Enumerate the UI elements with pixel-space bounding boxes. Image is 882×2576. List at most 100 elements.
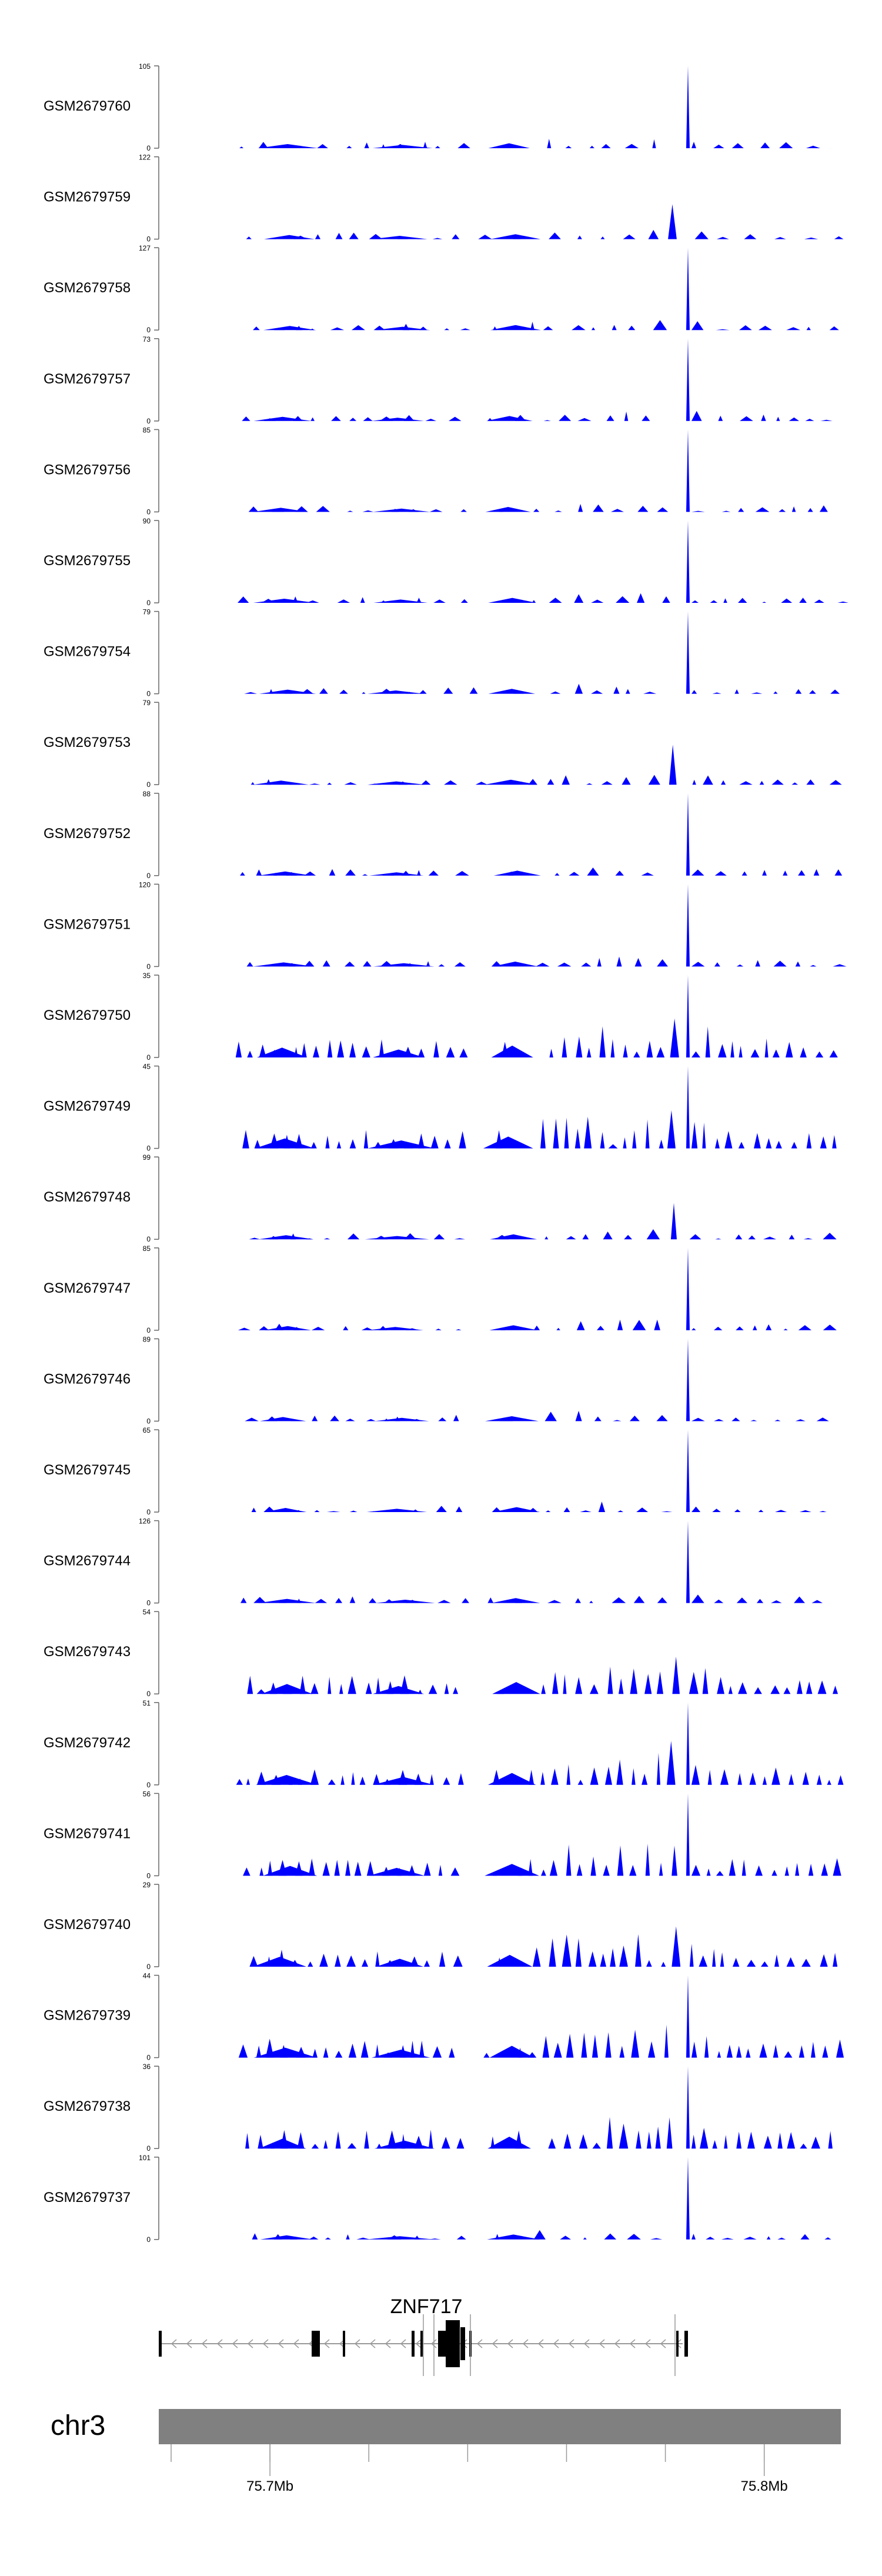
coverage-hump xyxy=(259,871,312,876)
exon xyxy=(343,2331,345,2357)
track-label: GSM2679757 xyxy=(44,371,131,387)
track-GSM2679740: 29 0 GSM2679740 xyxy=(44,1881,840,1971)
y-max-label: 35 xyxy=(143,972,151,980)
strand-arrow-icon xyxy=(553,2339,559,2348)
strand-arrow-icon xyxy=(522,2339,529,2348)
coverage-hump xyxy=(371,418,425,421)
coverage-hump xyxy=(369,872,424,876)
track-GSM2679746: 89 0 GSM2679746 xyxy=(44,1335,835,1425)
track-label: GSM2679753 xyxy=(44,735,131,750)
coverage-hump xyxy=(367,781,425,785)
coverage-hump xyxy=(487,2234,540,2240)
strand-arrow-icon xyxy=(385,2339,391,2348)
coverage-hump xyxy=(264,1326,312,1330)
coverage-hump xyxy=(263,1866,318,1876)
strand-arrow-icon xyxy=(476,2339,483,2348)
track-GSM2679751: 120 0 GSM2679751 xyxy=(44,880,847,970)
y-min-label: 0 xyxy=(146,144,151,152)
track-label: GSM2679746 xyxy=(44,1371,131,1387)
coverage-hump xyxy=(484,779,537,785)
track-GSM2679738: 36 0 GSM2679738 xyxy=(44,2063,834,2153)
track-GSM2679760: 105 0 GSM2679760 xyxy=(44,62,837,152)
coverage-area xyxy=(240,793,843,876)
y-min-label: 0 xyxy=(146,1417,151,1425)
strand-arrow-icon xyxy=(354,2339,360,2348)
y-min-label: 0 xyxy=(146,2235,151,2244)
strand-arrow-icon xyxy=(599,2339,605,2348)
coverage-area xyxy=(242,338,836,421)
y-max-label: 101 xyxy=(139,2154,151,2162)
y-max-label: 79 xyxy=(143,699,151,707)
coverage-hump xyxy=(491,1598,540,1603)
y-min-label: 0 xyxy=(146,872,151,880)
y-max-label: 127 xyxy=(139,244,151,252)
strand-arrow-icon xyxy=(537,2339,544,2348)
strand-arrow-icon xyxy=(278,2339,284,2348)
y-min-label: 0 xyxy=(146,1599,151,1607)
coverage-hump xyxy=(485,1864,540,1876)
track-GSM2679750: 35 0 GSM2679750 xyxy=(44,972,838,1062)
coverage-hump xyxy=(368,1140,435,1149)
strand-arrow-icon xyxy=(568,2339,574,2348)
coverage-hump xyxy=(485,507,531,512)
track-GSM2679744: 126 0 GSM2679744 xyxy=(44,1517,837,1607)
coverage-hump xyxy=(493,870,541,876)
y-min-label: 0 xyxy=(146,235,151,243)
coverage-area xyxy=(253,248,839,331)
y-max-label: 79 xyxy=(143,608,151,616)
y-max-label: 36 xyxy=(143,2063,151,2071)
y-min-label: 0 xyxy=(146,1690,151,1698)
y-min-label: 0 xyxy=(146,1235,151,1243)
coverage-hump xyxy=(253,416,312,421)
y-max-label: 51 xyxy=(143,1699,151,1707)
strand-arrow-icon xyxy=(629,2339,636,2348)
coverage-area xyxy=(239,66,837,148)
coverage-hump xyxy=(368,1867,425,1876)
y-max-label: 54 xyxy=(143,1608,151,1616)
y-min-label: 0 xyxy=(146,1326,151,1334)
strand-arrow-icon xyxy=(323,2339,330,2348)
y-min-label: 0 xyxy=(146,2144,151,2153)
y-max-label: 120 xyxy=(139,880,151,889)
coverage-hump xyxy=(373,1686,425,1694)
coverage-tracks: 1050GSM26797601220GSM26797591270GSM26797… xyxy=(44,62,848,2244)
strand-arrow-icon xyxy=(369,2339,376,2348)
track-GSM2679756: 85 0 GSM2679756 xyxy=(44,426,841,516)
track-label: GSM2679747 xyxy=(44,1280,131,1296)
track-label: GSM2679755 xyxy=(44,553,131,569)
coverage-area xyxy=(249,1203,840,1240)
y-min-label: 0 xyxy=(146,2054,151,2062)
coverage-area xyxy=(251,1430,839,1512)
track-label: GSM2679751 xyxy=(44,916,131,932)
track-label: GSM2679744 xyxy=(44,1553,131,1569)
y-max-label: 126 xyxy=(139,1517,151,1526)
y-max-label: 65 xyxy=(143,1426,151,1434)
exon xyxy=(420,2331,423,2357)
gene-label: ZNF717 xyxy=(390,2295,463,2318)
exon xyxy=(312,2331,320,2357)
track-label: GSM2679749 xyxy=(44,1099,131,1115)
track-label: GSM2679745 xyxy=(44,1462,131,1478)
track-label: GSM2679748 xyxy=(44,1189,131,1205)
y-max-label: 85 xyxy=(143,426,151,434)
track-label: GSM2679758 xyxy=(44,280,131,296)
coverage-area xyxy=(238,1247,837,1330)
coverage-area xyxy=(250,745,842,785)
coverage-hump xyxy=(264,1508,307,1512)
strand-arrow-icon xyxy=(492,2339,498,2348)
coverage-hump xyxy=(259,689,316,694)
coverage-hump xyxy=(258,144,318,148)
y-max-label: 73 xyxy=(143,335,151,343)
coverage-area xyxy=(247,1656,841,1694)
track-GSM2679753: 79 0 GSM2679753 xyxy=(44,699,842,789)
y-min-label: 0 xyxy=(146,1781,151,1789)
coverage-hump xyxy=(492,1682,540,1694)
track-GSM2679759: 122 0 GSM2679759 xyxy=(44,154,844,243)
track-label: GSM2679738 xyxy=(44,2098,131,2114)
y-min-label: 0 xyxy=(146,1871,151,1880)
y-max-label: 122 xyxy=(139,154,151,162)
coverage-area xyxy=(236,1702,844,1785)
y-max-label: 29 xyxy=(143,1881,151,1889)
strand-arrow-icon xyxy=(186,2339,192,2348)
y-max-label: 88 xyxy=(143,790,151,798)
